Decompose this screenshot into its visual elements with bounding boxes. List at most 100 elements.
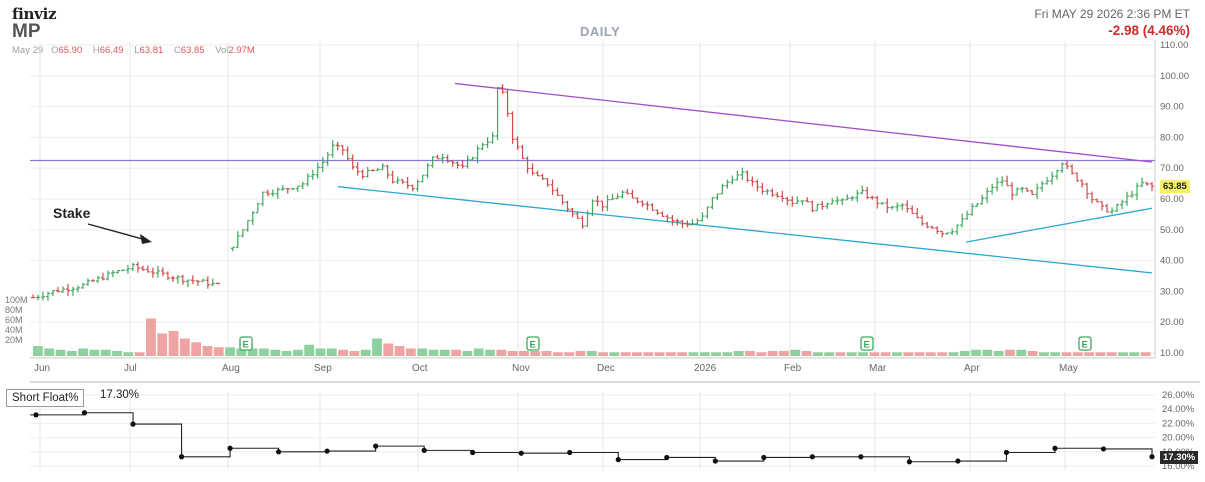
volume-bar <box>1095 352 1106 356</box>
volume-value: 2.97M <box>228 45 255 56</box>
volume-bar <box>1005 349 1015 356</box>
short-float-label[interactable]: Short Float% <box>6 389 85 407</box>
volume-bar <box>903 352 914 356</box>
short-float-point <box>33 412 39 418</box>
volume-bar <box>146 318 156 356</box>
time-tick-label: Feb <box>784 363 802 374</box>
volume-bar <box>937 352 948 356</box>
short-float-point <box>567 449 573 456</box>
volume-bar <box>665 352 676 356</box>
volume-bar <box>1050 352 1061 356</box>
price-change: -2.98 (4.46%) <box>1108 23 1190 38</box>
short-float-tick-label: 16.00% <box>1162 461 1195 472</box>
volume-tick-label: 100M <box>5 295 28 305</box>
short-float-point <box>421 447 427 453</box>
volume-bar <box>790 349 801 356</box>
price-tick-label: 40.00 <box>1160 256 1184 267</box>
volume-tick-label: 60M <box>5 315 23 325</box>
short-float-point <box>470 449 476 456</box>
short-float-value: 17.30% <box>100 389 140 401</box>
volume-tick-label: 80M <box>5 305 23 315</box>
volume-bar <box>326 348 337 356</box>
volume-bar <box>688 352 699 356</box>
volume-bar <box>1129 352 1140 356</box>
ohlc-readout: May 29 O65.90 H66.49 L63.81 C63.85 Vol2.… <box>12 45 263 56</box>
time-tick-label: Jul <box>124 363 137 374</box>
volume-bar <box>869 352 880 356</box>
volume-bar <box>530 351 541 356</box>
volume-tick-label: 20M <box>5 335 23 345</box>
volume-bar <box>654 352 665 356</box>
time-tick-label: Dec <box>597 363 615 374</box>
earnings-marker-box <box>860 336 874 351</box>
support-line-recent <box>965 207 1153 243</box>
short-float-tag: 17.30% <box>1160 451 1199 464</box>
volume-bar <box>1038 352 1049 356</box>
close-value: 63.85 <box>180 45 205 56</box>
short-float-tick-label: 22.00% <box>1162 418 1195 429</box>
volume-bar <box>191 342 202 356</box>
volume-bar <box>394 346 405 356</box>
volume-bar <box>620 352 631 356</box>
volume-bar <box>801 351 812 356</box>
volume-bar <box>880 352 891 356</box>
grid-lines <box>30 40 1200 383</box>
volume-bar <box>541 351 552 356</box>
volume-tick-label: 40M <box>5 325 23 335</box>
volume-bar <box>779 351 789 356</box>
volume-bar <box>338 349 348 356</box>
volume-bar <box>236 348 247 356</box>
price-tick-label: 80.00 <box>1160 132 1184 143</box>
volume-bar <box>247 348 258 356</box>
volume-bar <box>349 351 360 356</box>
open-label: O <box>51 45 59 56</box>
volume-bar <box>179 338 190 356</box>
volume-bar <box>360 349 371 356</box>
stake-annotation: Stake <box>53 205 91 221</box>
time-tick-label: Mar <box>869 363 887 374</box>
volume-bar <box>552 352 563 356</box>
short-float-point <box>227 445 233 451</box>
volume-bar <box>485 349 495 356</box>
volume-bar <box>733 351 744 356</box>
volume-bar <box>767 351 778 356</box>
earnings-marker-box <box>1078 336 1092 351</box>
short-float-point <box>712 458 718 464</box>
price-tick-label: 90.00 <box>1160 102 1184 113</box>
short-float-point <box>761 454 767 461</box>
time-tick-label: Nov <box>512 363 530 374</box>
short-float-point <box>81 410 88 416</box>
short-float-point <box>178 454 185 460</box>
volume-bar <box>134 352 145 356</box>
volume-bar <box>315 348 326 356</box>
volume-bar <box>112 351 122 356</box>
volume-label: Vol <box>215 45 229 56</box>
volume-bar <box>33 346 43 356</box>
short-float-point <box>809 454 815 460</box>
volume-bar <box>1118 352 1128 356</box>
volume-bar <box>1072 352 1083 356</box>
short-float-point <box>1052 445 1058 451</box>
price-axis: 110.00 100.00 90.00 80.00 70.00 60.00 50.00 40.… <box>1160 40 1189 359</box>
time-tick-label: 2026 <box>694 363 717 374</box>
close-label: C <box>173 45 181 56</box>
volume-bar <box>959 351 970 356</box>
volume-bar <box>564 352 575 356</box>
short-float-tick-label: 24.00% <box>1162 404 1195 415</box>
volume-bar <box>439 349 450 356</box>
short-float-point <box>276 449 282 455</box>
earnings-marker: E <box>864 340 870 351</box>
volume-bar <box>157 333 168 356</box>
price-tick-label: 20.00 <box>1160 317 1184 328</box>
volume-bar <box>643 352 654 356</box>
finviz-logo[interactable]: finviz <box>12 5 57 23</box>
volume-bar <box>123 352 134 356</box>
timestamp: Fri MAY 29 2026 2:36 PM ET <box>1034 7 1190 21</box>
volume-bar <box>971 349 981 356</box>
chart-period-title: DAILY <box>580 24 621 39</box>
volume-bar <box>745 351 755 356</box>
volume-bar <box>270 349 281 356</box>
stake-arrow <box>87 223 147 241</box>
